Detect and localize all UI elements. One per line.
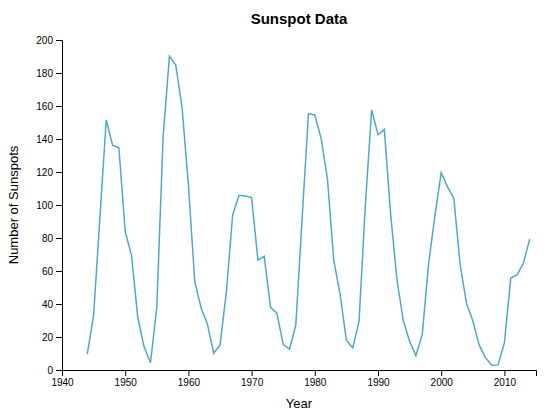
y-tick-mark <box>56 205 62 206</box>
y-tick-mark <box>56 337 62 338</box>
x-tick-label: 1980 <box>304 377 327 388</box>
x-tick: 1960 <box>178 370 201 388</box>
x-tick-label: 1990 <box>367 377 390 388</box>
plot-area <box>87 56 529 365</box>
y-tick-mark <box>56 40 62 41</box>
y-tick-label: 140 <box>36 134 53 145</box>
y-tick: 140 <box>36 134 62 145</box>
x-tick-mark <box>125 370 126 376</box>
y-tick-mark <box>56 370 62 371</box>
x-tick-label: 1940 <box>51 377 74 388</box>
y-tick: 100 <box>36 200 62 211</box>
y-tick-mark <box>56 139 62 140</box>
y-tick-label: 200 <box>36 35 53 46</box>
x-tick-mark <box>504 370 505 376</box>
x-tick: 1940 <box>51 370 74 388</box>
x-axis-line <box>63 371 537 377</box>
chart: 1940 1950 1960 1970 1980 1990 2000 2010 0 20 40 60 8… <box>0 0 560 420</box>
y-tick-label: 80 <box>42 233 54 244</box>
x-tick: 1990 <box>367 370 390 388</box>
x-tick: 1970 <box>241 370 264 388</box>
x-tick-mark <box>315 370 316 376</box>
y-tick-mark <box>56 106 62 107</box>
y-tick-label: 20 <box>42 332 54 343</box>
x-tick-mark <box>378 370 379 376</box>
y-axis: 0 20 40 60 80 100 120 140 160 180 200 <box>36 35 62 376</box>
y-tick-label: 180 <box>36 68 53 79</box>
y-tick-label: 40 <box>42 299 54 310</box>
x-tick-label: 2000 <box>431 377 454 388</box>
y-tick-mark <box>56 73 62 74</box>
y-tick-mark <box>56 172 62 173</box>
y-tick-label: 160 <box>36 101 53 112</box>
y-tick-label: 60 <box>42 266 54 277</box>
y-tick-mark <box>56 304 62 305</box>
x-tick: 2010 <box>494 370 517 388</box>
y-tick: 60 <box>42 266 62 277</box>
y-tick: 0 <box>47 365 62 376</box>
y-tick: 120 <box>36 167 62 178</box>
x-tick-label: 1970 <box>241 377 264 388</box>
y-tick: 20 <box>42 332 62 343</box>
y-tick: 40 <box>42 299 62 310</box>
x-tick: 1950 <box>115 370 138 388</box>
y-tick-label: 100 <box>36 200 53 211</box>
y-axis-title: Number of Sunspots <box>6 145 21 264</box>
x-tick-label: 1950 <box>115 377 138 388</box>
y-axis-line <box>56 41 63 371</box>
y-tick-label: 120 <box>36 167 53 178</box>
x-tick: 2000 <box>431 370 454 388</box>
x-tick-label: 2010 <box>494 377 517 388</box>
x-tick: 1980 <box>304 370 327 388</box>
x-tick-mark <box>188 370 189 376</box>
y-tick: 80 <box>42 233 62 244</box>
x-tick-mark <box>441 370 442 376</box>
y-tick: 180 <box>36 68 62 79</box>
series-line <box>87 56 529 365</box>
x-axis-title: Year <box>286 396 313 411</box>
x-axis: 1940 1950 1960 1970 1980 1990 2000 2010 <box>51 370 536 388</box>
title: Sunspot Data <box>251 10 348 27</box>
x-tick-mark <box>252 370 253 376</box>
y-tick-label: 0 <box>47 365 53 376</box>
x-tick-label: 1960 <box>178 377 201 388</box>
y-tick: 200 <box>36 35 62 46</box>
y-tick: 160 <box>36 101 62 112</box>
y-tick-mark <box>56 238 62 239</box>
y-tick-mark <box>56 271 62 272</box>
